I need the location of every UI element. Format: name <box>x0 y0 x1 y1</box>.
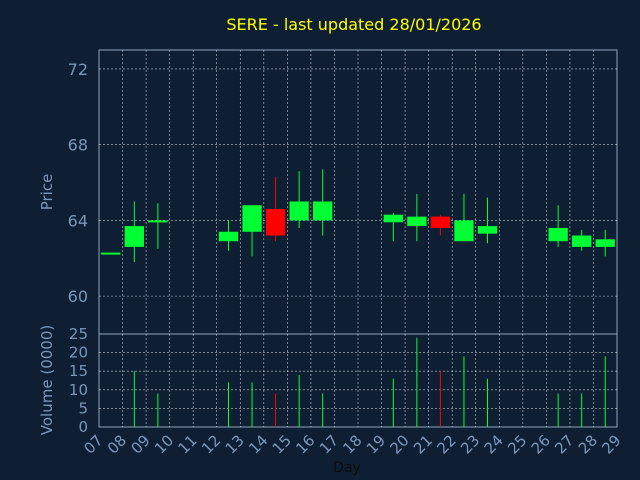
candle-body <box>548 227 568 242</box>
x-tick-label: 16 <box>292 431 318 457</box>
candle-body <box>124 226 144 247</box>
price-tick-label: 64 <box>68 211 88 230</box>
price-panel: 60 64 68 72 <box>68 49 618 335</box>
x-tick-label: 21 <box>410 431 436 457</box>
candle-body <box>313 201 333 221</box>
candle-body <box>242 205 262 232</box>
x-tick-label: 08 <box>104 431 130 457</box>
candle-body <box>407 216 427 227</box>
x-tick-label: 23 <box>457 431 483 457</box>
candle-body <box>265 209 286 236</box>
x-tick-label: 27 <box>551 431 577 457</box>
volume-tick-label: 10 <box>69 381 88 399</box>
x-tick-label: 15 <box>269 431 295 457</box>
candle-body <box>101 252 121 255</box>
candle-body <box>572 235 592 247</box>
volume-axis-label: Volume (0000) <box>38 325 56 435</box>
x-tick-label: 14 <box>245 431 271 457</box>
candle-body <box>148 220 168 223</box>
candle-body <box>454 220 474 242</box>
x-tick-label: 10 <box>151 431 177 457</box>
volume-tick-label: 0 <box>78 418 88 436</box>
volume-tick-label: 20 <box>69 344 88 362</box>
x-tick-label: 13 <box>222 431 248 457</box>
x-tick-label: 26 <box>528 431 554 457</box>
candle-body <box>430 216 451 228</box>
x-tick-label: 09 <box>127 431 153 457</box>
volume-tick-label: 25 <box>69 325 88 343</box>
x-axis-ticks: 0708091011121314151617181920212223242526… <box>80 431 624 457</box>
price-tick-label: 60 <box>68 287 88 306</box>
x-tick-label: 28 <box>575 431 601 457</box>
x-tick-label: 19 <box>363 431 389 457</box>
x-tick-label: 18 <box>339 431 365 457</box>
x-tick-label: 24 <box>481 431 507 457</box>
x-tick-label: 22 <box>434 431 460 457</box>
volume-tick-label: 5 <box>78 399 88 417</box>
candle-body <box>289 201 309 221</box>
x-tick-label: 29 <box>598 431 624 457</box>
x-tick-label: 12 <box>198 431 224 457</box>
price-axis-label: Price <box>38 174 56 211</box>
candle-body <box>477 226 498 234</box>
x-axis-label: Day <box>333 460 361 476</box>
x-tick-label: 11 <box>175 431 201 457</box>
volume-tick-label: 15 <box>69 362 88 380</box>
price-tick-label: 68 <box>68 136 88 155</box>
candle-body <box>383 214 403 223</box>
price-tick-label: 72 <box>68 60 88 79</box>
x-tick-label: 17 <box>316 431 342 457</box>
x-tick-label: 20 <box>386 431 412 457</box>
candle-body <box>595 239 615 247</box>
candle-body <box>218 231 239 242</box>
chart-title: SERE - last updated 28/01/2026 <box>226 15 481 34</box>
x-tick-label: 25 <box>504 431 530 457</box>
